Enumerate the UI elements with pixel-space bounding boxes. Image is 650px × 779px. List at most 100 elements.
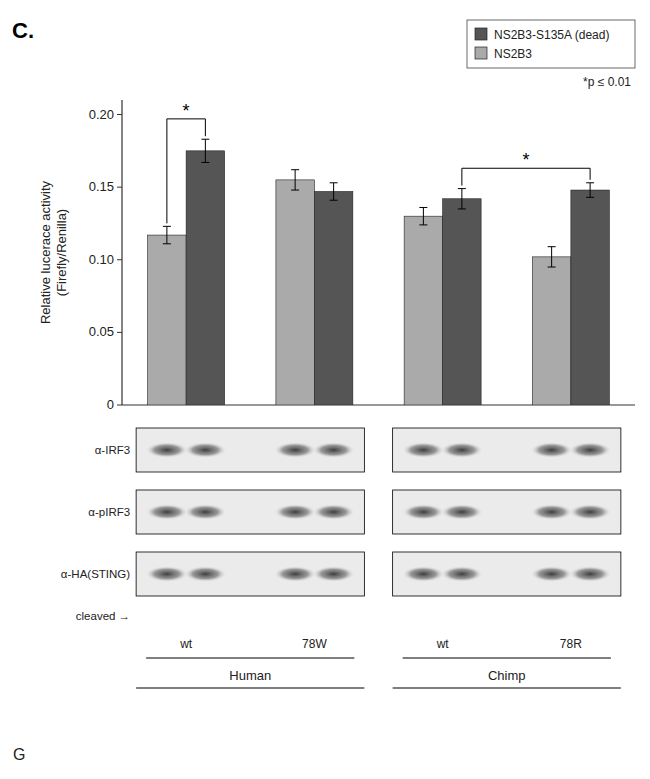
error-cap (419, 224, 427, 225)
y-tick (117, 259, 122, 260)
blot-band (274, 442, 316, 458)
y-tick (117, 332, 122, 333)
blot-band (184, 566, 226, 582)
category-label: 78W (302, 637, 327, 651)
error-bar (163, 226, 171, 243)
error-bar (419, 207, 427, 224)
error-cap (548, 267, 556, 268)
y-tick-label: 0.05 (89, 324, 114, 339)
blot-cleaved-label: cleaved → (76, 610, 130, 622)
y-axis-label-line: Relative lucerace activity (38, 180, 53, 324)
bar (314, 192, 352, 406)
significance-bracket (167, 119, 205, 223)
blot-band (146, 566, 188, 582)
panel-label: C. (12, 18, 34, 43)
legend-label: NS2B3 (494, 47, 532, 61)
y-tick-label: 0.10 (89, 252, 114, 267)
blot-band (146, 442, 188, 458)
legend: NS2B3-S135A (dead) NS2B3 (467, 20, 635, 68)
error-cap (201, 162, 209, 163)
blot-band (184, 504, 226, 520)
y-tick (117, 405, 122, 406)
blot-band (569, 504, 611, 520)
blot-box (393, 490, 621, 534)
error-stem (295, 170, 296, 190)
error-stem (423, 207, 424, 224)
bar (532, 257, 570, 405)
blot-band (441, 566, 483, 582)
error-stem (590, 183, 591, 198)
error-cap (163, 226, 171, 227)
significance-note: *p ≤ 0.01 (583, 75, 631, 89)
blot-box (393, 552, 621, 596)
y-axis-label: Relative lucerace activity(Firefly/Renil… (38, 180, 69, 324)
y-tick (117, 114, 122, 115)
y-axis: 0 0.05 0.10 0.15 0.20 (89, 100, 635, 412)
error-bar (458, 189, 466, 209)
blot-band (530, 504, 572, 520)
group-label: Chimp (488, 668, 526, 683)
error-bar (201, 139, 209, 162)
error-stem (551, 247, 552, 267)
significance-star: * (522, 150, 529, 170)
blot-band (274, 504, 316, 520)
blot-band (402, 504, 444, 520)
error-bar (586, 183, 594, 198)
blot-band (441, 504, 483, 520)
error-bar (548, 247, 556, 267)
bar (276, 180, 314, 405)
y-tick-label: 0 (107, 397, 114, 412)
blot-band (569, 566, 611, 582)
blot-band (402, 566, 444, 582)
bar (186, 151, 224, 405)
blot-box (393, 428, 621, 472)
error-cap (419, 207, 427, 208)
error-cap (586, 182, 594, 183)
legend-label: NS2B3-S135A (dead) (494, 28, 609, 42)
error-stem (166, 226, 167, 243)
group-line (136, 687, 364, 688)
blot-band (184, 442, 226, 458)
bar (404, 216, 442, 405)
category-label: 78R (560, 637, 582, 651)
blot-band (146, 504, 188, 520)
blot-row-label: α-HA(STING) (61, 568, 130, 580)
blot-band (274, 566, 316, 582)
blot-box (136, 428, 364, 472)
error-cap (201, 139, 209, 140)
error-cap (291, 169, 299, 170)
error-cap (330, 182, 338, 183)
blot-box (136, 490, 364, 534)
error-cap (458, 208, 466, 209)
error-bar (330, 183, 338, 200)
chart: C. 0 0.05 0.10 0.15 0.20 Relative lucerace act… (0, 0, 650, 779)
error-cap (163, 243, 171, 244)
blot-band (312, 504, 354, 520)
western-blot: α-IRF3α-pIRF3α-HA(STING)cleaved →wt78Wwt… (61, 428, 621, 688)
error-cap (291, 190, 299, 191)
group-line (393, 687, 621, 688)
legend-frame (467, 20, 635, 68)
y-tick-label: 0.20 (89, 107, 114, 122)
significance-star: * (183, 101, 190, 121)
bar (148, 235, 186, 405)
legend-swatch (475, 28, 487, 40)
blot-row-label: α-IRF3 (95, 444, 130, 456)
y-axis-line (121, 100, 122, 405)
group-label: Human (229, 668, 271, 683)
legend-swatch (475, 47, 487, 59)
error-stem (333, 183, 334, 200)
bar (443, 199, 481, 405)
blot-box (136, 552, 364, 596)
significance-bracket (462, 168, 590, 185)
y-tick-label: 0.15 (89, 179, 114, 194)
bars (148, 139, 610, 405)
error-stem (205, 139, 206, 162)
blot-band (312, 566, 354, 582)
bar (571, 190, 609, 405)
y-axis-label-line: (Firefly/Renilla) (54, 209, 69, 296)
error-cap (330, 200, 338, 201)
group-line (403, 657, 611, 658)
error-bar (291, 170, 299, 190)
group-line (146, 657, 354, 658)
